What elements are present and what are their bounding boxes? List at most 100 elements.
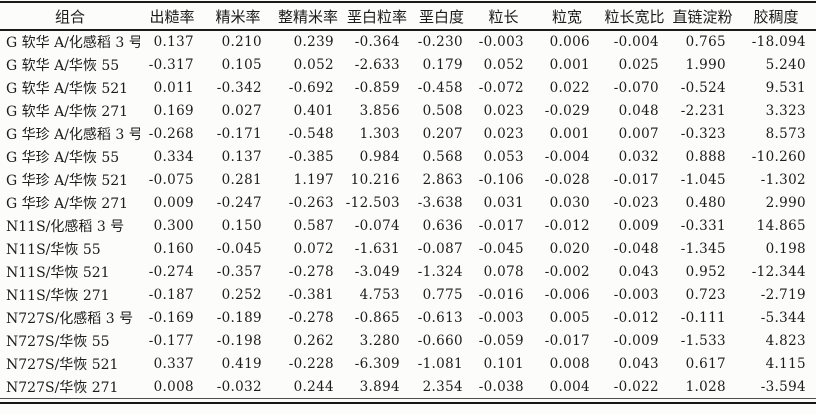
value-cell: 0.480: [685, 194, 726, 211]
col-header-length-width-ratio: 粒长宽比: [600, 2, 669, 31]
col-header-chalky-grain-rate: 垩白粒率: [344, 2, 410, 31]
value-cell: 4.823: [765, 332, 806, 349]
value-cell: 3.280: [359, 332, 400, 349]
combination-cell: N11S/华恢 521: [6, 264, 110, 281]
combination-cell: G 华珍 A/华恢 521: [6, 172, 129, 189]
value-cell: -0.016: [478, 286, 524, 303]
value-cell: 0.984: [359, 148, 400, 165]
value-cell: -0.268: [148, 125, 194, 142]
table-row: N11S/华恢 55 0.160 -0.045 0.072 -1.631 -0.087 -0…: [0, 237, 816, 260]
combination-cell: N727S/华恢 521: [6, 356, 119, 373]
value-cell: -0.865: [354, 309, 400, 326]
combination-cell: G 软华 A/华恢 55: [6, 57, 120, 74]
combination-cell: G 华珍 A/华恢 55: [6, 149, 120, 166]
value-cell: 0.009: [153, 194, 194, 211]
value-cell: 0.005: [549, 309, 590, 326]
combination-cell: N727S/化感稻 3 号: [6, 310, 134, 327]
value-cell: -0.169: [148, 309, 194, 326]
value-cell: -0.029: [544, 102, 590, 119]
combination-cell: N11S/华恢 271: [6, 287, 110, 304]
value-cell: 0.001: [549, 125, 590, 142]
combination-cell: G 软华 A/华恢 271: [6, 103, 129, 120]
value-cell: 1.197: [293, 171, 334, 188]
value-cell: 4.115: [765, 355, 806, 372]
value-cell: 0.337: [153, 355, 194, 372]
value-cell: -2.231: [680, 102, 726, 119]
col-header-head-rice-rate: 整精米率: [272, 2, 344, 31]
value-cell: -0.323: [680, 125, 726, 142]
value-cell: 0.262: [293, 332, 334, 349]
value-cell: -0.017: [478, 217, 524, 234]
bottom-rule-thick: [0, 402, 816, 404]
value-cell: -0.048: [613, 240, 659, 257]
value-cell: 0.239: [293, 34, 334, 50]
value-cell: -0.017: [613, 171, 659, 188]
value-cell: -0.548: [288, 125, 334, 142]
value-cell: 1.990: [685, 56, 726, 73]
value-cell: 0.101: [483, 355, 524, 372]
table-row: N727S/化感稻 3 号 -0.169 -0.189 -0.278 -0.865 -0.…: [0, 306, 816, 329]
value-cell: -0.038: [478, 378, 524, 395]
value-cell: -1.045: [680, 171, 726, 188]
value-cell: 0.508: [422, 102, 463, 119]
combination-cell: G 华珍 A/化感稻 3 号: [6, 126, 140, 143]
combination-cell: G 华珍 A/华恢 271: [6, 195, 129, 212]
value-cell: 0.244: [293, 378, 334, 395]
value-cell: 3.856: [359, 102, 400, 119]
value-cell: 0.568: [422, 148, 463, 165]
value-cell: 0.011: [153, 79, 194, 96]
value-cell: 0.401: [293, 102, 334, 119]
value-cell: 0.952: [685, 263, 726, 280]
value-cell: -0.004: [544, 148, 590, 165]
value-cell: 0.300: [153, 217, 194, 234]
value-cell: 0.105: [221, 56, 262, 73]
value-cell: 0.052: [483, 56, 524, 73]
table-row: N11S/华恢 271 -0.187 0.252 -0.381 4.753 0.775 -0…: [0, 283, 816, 306]
combination-cell: N11S/化感稻 3 号: [6, 218, 125, 235]
value-cell: -18.094: [751, 34, 806, 50]
value-cell: -6.309: [354, 355, 400, 372]
value-cell: 0.210: [221, 34, 262, 50]
table-row: N727S/华恢 521 0.337 0.419 -0.228 -6.309 -1.081…: [0, 352, 816, 375]
value-cell: -5.344: [760, 309, 806, 326]
table-row: G 软华 A/华恢 271 0.169 0.027 0.401 3.856 0.508 0.…: [0, 99, 816, 122]
value-cell: -0.274: [148, 263, 194, 280]
value-cell: 3.894: [359, 378, 400, 395]
value-cell: -3.638: [417, 194, 463, 211]
value-cell: -0.524: [680, 79, 726, 96]
value-cell: 0.179: [422, 56, 463, 73]
value-cell: -1.324: [417, 263, 463, 280]
value-cell: -3.594: [760, 378, 806, 395]
value-cell: 0.150: [221, 217, 262, 234]
combination-cell: N727S/华恢 271: [6, 379, 119, 396]
value-cell: -0.111: [680, 309, 726, 326]
table-row: G 华珍 A/华恢 521 -0.075 0.281 1.197 10.216 2.863…: [0, 168, 816, 191]
table-row: N727S/华恢 271 0.008 -0.032 0.244 3.894 2.354 -0…: [0, 375, 816, 398]
value-cell: 0.281: [221, 171, 262, 188]
combination-cell: N727S/华恢 55: [6, 333, 110, 350]
table-row: N11S/化感稻 3 号 0.300 0.150 0.587 -0.074 0.636 -0…: [0, 214, 816, 237]
value-cell: 0.207: [422, 125, 463, 142]
value-cell: 2.354: [422, 378, 463, 395]
value-cell: -0.059: [478, 332, 524, 349]
value-cell: 0.198: [765, 240, 806, 257]
value-cell: 0.007: [618, 125, 659, 142]
value-cell: -0.003: [613, 286, 659, 303]
value-cell: 9.531: [765, 79, 806, 96]
table-row: N727S/华恢 55 -0.177 -0.198 0.262 3.280 -0.660-…: [0, 329, 816, 352]
value-cell: -0.278: [288, 263, 334, 280]
value-cell: -0.006: [544, 286, 590, 303]
value-cell: 0.022: [549, 79, 590, 96]
table-row: G 软华 A/化感稻 3 号 0.137 0.210 0.239 -0.364 -0.23…: [0, 30, 816, 53]
value-cell: -0.004: [613, 34, 659, 50]
value-cell: -1.345: [680, 240, 726, 257]
value-cell: 0.008: [549, 355, 590, 372]
value-cell: -0.032: [216, 378, 262, 395]
table-row: G 华珍 A/化感稻 3 号 -0.268 -0.171 -0.548 1.303 0.2…: [0, 122, 816, 145]
value-cell: -0.002: [544, 263, 590, 280]
value-cell: 0.053: [483, 148, 524, 165]
value-cell: 4.753: [359, 286, 400, 303]
value-cell: 0.032: [618, 148, 659, 165]
col-header-chalkiness-degree: 垩白度: [410, 2, 473, 31]
table-row: G 华珍 A/华恢 55 0.334 0.137 -0.385 0.984 0.568 0.…: [0, 145, 816, 168]
